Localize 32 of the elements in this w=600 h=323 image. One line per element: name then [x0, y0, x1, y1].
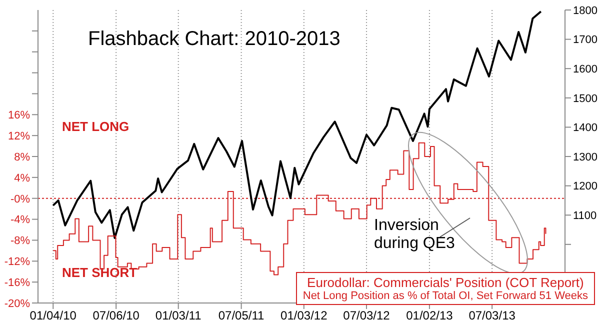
y2-tick-label: 1200 — [573, 180, 598, 193]
y-tick-label: 4% — [14, 172, 30, 184]
annotation: Inversion during QE3 — [374, 217, 456, 254]
y-tick-label: 8% — [14, 151, 30, 164]
y2-tick-label: 1100 — [573, 210, 597, 222]
y2-tick-label: 1400 — [573, 122, 598, 134]
x-tick-label: 07/03/13 — [468, 308, 516, 323]
annotation: Net Long Position as % of Total OI, Set Forward 51 Weeks — [302, 290, 588, 302]
y2-tick-label: 1300 — [573, 151, 598, 164]
y2-tick-label: 1800 — [573, 4, 598, 17]
annotation: NET SHORT — [62, 265, 138, 281]
y-tick-label: 12% — [8, 130, 30, 142]
x-tick-label: 07/06/10 — [92, 308, 140, 323]
x-tick-label: 01/03/12 — [280, 308, 328, 323]
y2-tick-label: 1700 — [573, 34, 598, 46]
x-tick-label: 07/05/11 — [218, 308, 265, 323]
text: Flashback Chart: 2010-2013 — [88, 28, 340, 51]
y-tick-label: -20% — [4, 298, 30, 310]
series-label: Eurodollar: Commercials' Position (COT Report) — [306, 275, 585, 290]
y-tick-label: -4% — [10, 214, 30, 226]
annotation: NET LONG — [62, 119, 130, 135]
x-tick-label: 07/03/12 — [343, 308, 390, 323]
y-tick-label: -16% — [4, 276, 30, 289]
x-tick-label: 01/02/13 — [406, 308, 454, 323]
y2-tick-label: 1600 — [573, 64, 598, 76]
y-tick-label: -8% — [10, 235, 30, 248]
y2-tick-label: 1500 — [573, 92, 598, 105]
y-tick-label: -12% — [4, 256, 30, 268]
x-tick-label: 01/04/10 — [30, 308, 77, 323]
y-tick-label: -0% — [10, 193, 30, 206]
x-tick-label: 01/03/11 — [155, 308, 202, 323]
y-tick-label: 16% — [8, 110, 30, 122]
